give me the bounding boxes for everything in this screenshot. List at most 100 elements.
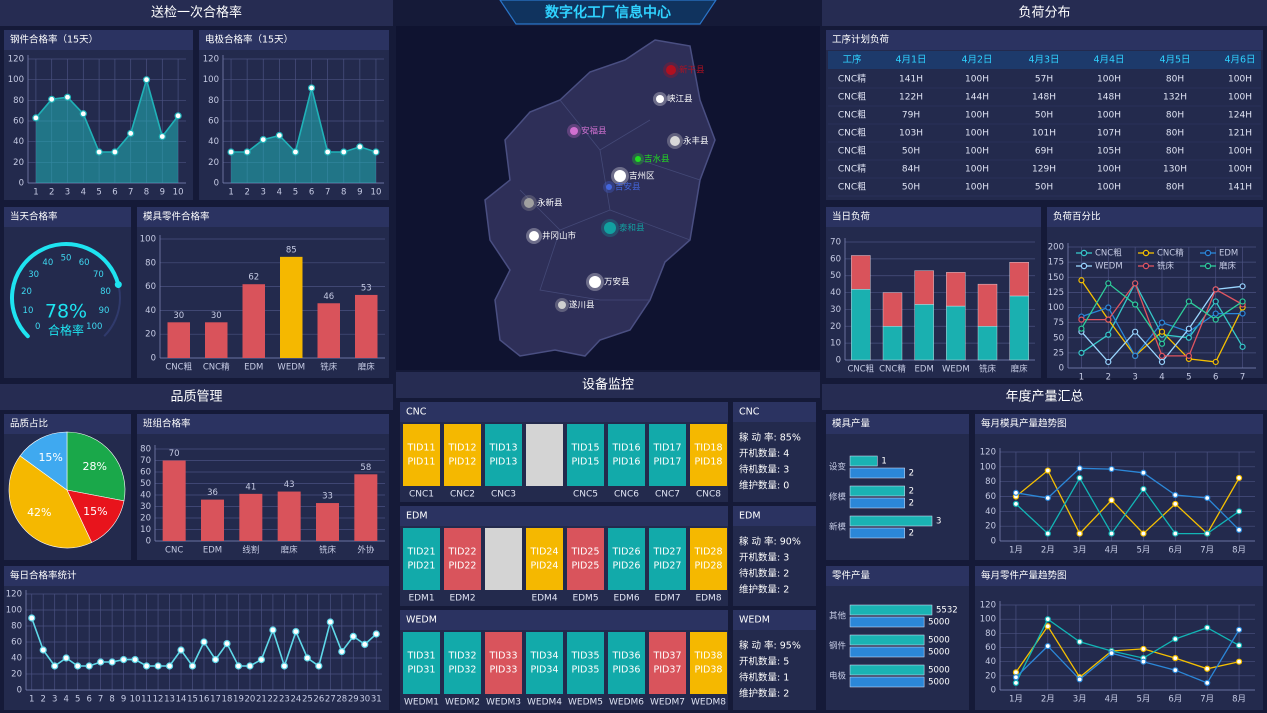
panel xyxy=(4,207,131,378)
x-tick-label: 25 xyxy=(302,695,313,705)
y-tick-label: 0 xyxy=(19,179,24,189)
bar-segment xyxy=(882,292,903,327)
line xyxy=(1015,625,1240,679)
point xyxy=(39,646,47,654)
y-tick-label: 80 xyxy=(145,258,156,268)
table-cell: 144H xyxy=(965,93,989,103)
panel-header xyxy=(975,414,1263,434)
table-cell: 129H xyxy=(1032,165,1056,175)
point xyxy=(292,627,300,636)
area xyxy=(35,79,179,183)
y-tick-label: 40 xyxy=(208,137,219,147)
device-tid: TID26 xyxy=(611,547,640,558)
point xyxy=(1076,465,1083,472)
device-stat: 开机数量: 4 xyxy=(739,448,789,460)
table-cell: 84H xyxy=(902,165,920,175)
panel-title: 模具产量 xyxy=(832,418,871,430)
device-stat: 开机数量: 5 xyxy=(739,656,789,668)
bar xyxy=(849,515,933,527)
device-tile xyxy=(567,632,604,694)
bar-segment xyxy=(882,326,903,361)
x-tick-label: 4月 xyxy=(1105,546,1119,556)
section-title: 负荷分布 xyxy=(1018,6,1070,21)
y-tick-label: 40 xyxy=(140,491,151,501)
map-label: 吉水县 xyxy=(644,154,670,165)
x-tick-label: 4 xyxy=(1159,373,1164,383)
x-tick-label: 1 xyxy=(1079,373,1084,383)
map-point xyxy=(606,184,612,190)
data-label: 70 xyxy=(169,449,180,459)
legend-marker xyxy=(1080,262,1088,270)
data-label: 43 xyxy=(284,480,295,490)
x-tick-label: 6 xyxy=(309,188,314,198)
x-tick-label: 4月 xyxy=(1105,695,1119,705)
table-cell: 130H xyxy=(1163,165,1187,175)
device-label: WEDM6 xyxy=(609,698,644,708)
point xyxy=(303,654,311,662)
device-tid: TID18 xyxy=(693,443,722,454)
data-label: 1 xyxy=(881,457,886,467)
x-tick-label: 31 xyxy=(371,695,382,705)
data-label: 33 xyxy=(322,492,333,502)
point xyxy=(246,662,254,670)
point xyxy=(1239,298,1246,305)
point xyxy=(275,131,283,140)
device-label: WEDM5 xyxy=(568,698,603,708)
point xyxy=(1044,623,1051,630)
point xyxy=(1212,286,1219,293)
bar xyxy=(162,460,186,541)
point xyxy=(223,639,231,648)
device-label: CNC2 xyxy=(450,490,475,500)
x-tick-label: 8 xyxy=(341,188,346,198)
point xyxy=(1204,624,1211,631)
y-tick-label: 20 xyxy=(145,330,156,340)
device-pid: PID21 xyxy=(408,561,436,572)
point xyxy=(1235,626,1243,633)
line xyxy=(1015,618,1240,684)
y-tick-label: 30 xyxy=(830,305,841,315)
point xyxy=(1132,328,1139,335)
point xyxy=(307,84,316,92)
point xyxy=(1140,469,1147,476)
point xyxy=(257,655,266,664)
y-tick-label: 40 xyxy=(985,507,996,517)
section-title: 年度产量汇总 xyxy=(1005,389,1083,405)
point xyxy=(340,148,348,156)
x-tick-label: 磨床 xyxy=(281,545,299,556)
device-tile xyxy=(690,424,727,486)
point xyxy=(1235,526,1243,533)
x-tick-label: 1月 xyxy=(1009,546,1023,556)
x-tick-label: 5 xyxy=(96,188,101,198)
y-tick-label: 60 xyxy=(985,492,996,502)
map-borders xyxy=(519,99,701,301)
point xyxy=(1012,489,1020,496)
bar-segment xyxy=(851,255,871,290)
point xyxy=(1105,316,1112,323)
point xyxy=(1132,301,1139,308)
y-tick-label: 新模 xyxy=(829,522,847,533)
point xyxy=(211,655,220,664)
device-tid: TID27 xyxy=(652,547,681,558)
gauge-value-label: 78% xyxy=(45,301,87,323)
x-tick-label: 1 xyxy=(33,188,38,198)
bar-segment xyxy=(914,304,934,361)
x-tick-label: 14 xyxy=(176,695,187,705)
y-tick-label: 修模 xyxy=(829,492,847,503)
point xyxy=(63,93,72,101)
legend-label: EDM xyxy=(1219,249,1238,259)
panel-title: 每月模具产量趋势图 xyxy=(981,418,1067,430)
x-tick-label: 16 xyxy=(199,695,210,705)
y-tick-label: 20 xyxy=(985,671,996,681)
y-tick-label: 0 xyxy=(836,356,841,366)
device-pid: PID25 xyxy=(572,561,600,572)
x-tick-label: 铣床 xyxy=(320,362,338,373)
point xyxy=(1108,465,1115,473)
legend-marker xyxy=(1204,249,1212,257)
table-cell: CNC粗 xyxy=(838,181,866,193)
device-label: WEDM7 xyxy=(650,698,685,708)
device-pid: PID37 xyxy=(654,665,682,676)
point xyxy=(97,658,105,666)
pie-slice xyxy=(66,489,125,543)
point xyxy=(1044,642,1051,650)
x-tick-label: CNC精 xyxy=(879,364,906,375)
